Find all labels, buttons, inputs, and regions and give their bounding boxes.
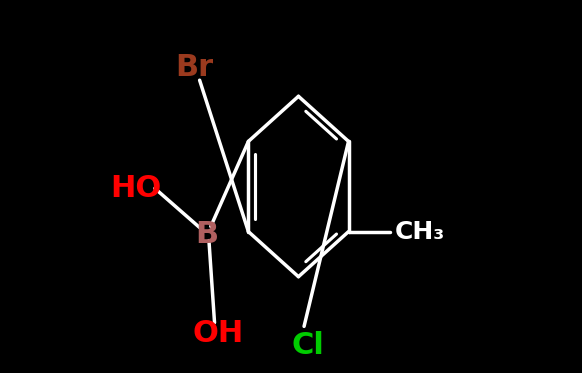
- Text: Br: Br: [175, 53, 213, 82]
- Text: CH₃: CH₃: [395, 220, 445, 244]
- Text: Cl: Cl: [292, 330, 324, 360]
- Text: HO: HO: [111, 174, 162, 203]
- Text: B: B: [196, 220, 219, 250]
- Text: OH: OH: [193, 319, 244, 348]
